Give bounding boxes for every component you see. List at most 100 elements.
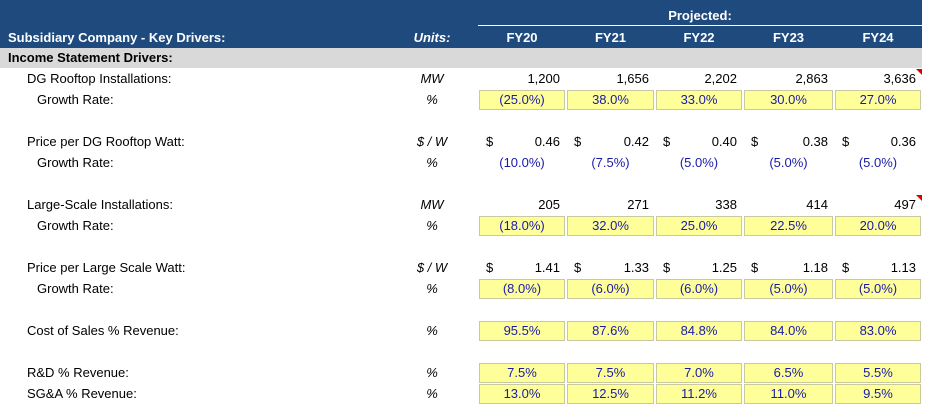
comment-marker	[916, 69, 922, 75]
column-header: FY22	[683, 30, 715, 45]
cell-value: 497	[894, 197, 916, 212]
column-header: FY20	[506, 30, 538, 45]
cell-value: (6.0%)	[679, 281, 719, 296]
cell-value: (18.0%)	[499, 218, 545, 233]
input-cell	[744, 279, 833, 299]
input-cell	[656, 216, 742, 236]
currency-symbol: $	[751, 134, 759, 149]
input-cell	[567, 384, 654, 404]
input-cell	[479, 384, 565, 404]
input-cell	[744, 216, 833, 236]
cell-value: 7.5%	[595, 365, 626, 380]
section-label: Income Statement Drivers:	[8, 50, 173, 65]
input-cell	[744, 90, 833, 110]
row-units: $ / W	[416, 134, 448, 149]
cell-value: 38.0%	[592, 92, 629, 107]
cell-value: 84.8%	[680, 323, 718, 338]
cell-value: 83.0%	[859, 323, 897, 338]
cell-value: (5.0%)	[858, 281, 898, 296]
cell-value: (7.5%)	[591, 155, 630, 170]
column-header: FY21	[594, 30, 627, 45]
cell-value: 33.0%	[680, 92, 718, 107]
cell-value: 87.6%	[592, 323, 629, 338]
row-label: Price per DG Rooftop Watt:	[27, 134, 185, 149]
input-cell	[744, 363, 833, 383]
cell-value: 13.0%	[503, 386, 541, 401]
input-cell	[835, 321, 921, 341]
cell-value: 32.0%	[592, 218, 629, 233]
projected-label: Projected:	[668, 8, 732, 23]
cell-value: 0.46	[534, 134, 560, 149]
row-units: %	[426, 323, 438, 338]
row-units: %	[426, 281, 438, 296]
cell-value: 5.5%	[863, 365, 893, 380]
input-cell	[656, 321, 742, 341]
projected-underline	[478, 3, 922, 26]
cell-value: 1,200	[527, 71, 560, 86]
comment-marker	[916, 195, 922, 201]
row-label: Growth Rate:	[37, 218, 114, 233]
input-cell	[835, 384, 921, 404]
input-cell	[479, 90, 565, 110]
cell-value: 22.5%	[770, 218, 807, 233]
cell-value: 205	[538, 197, 560, 212]
cell-value: 1.41	[534, 260, 560, 275]
row-label: Large-Scale Installations:	[27, 197, 173, 212]
cell-value: 1.33	[623, 260, 649, 275]
input-cell	[835, 216, 921, 236]
cell-value: 1.18	[802, 260, 828, 275]
cell-value: 338	[715, 197, 737, 212]
cell-value: (25.0%)	[499, 92, 545, 107]
currency-symbol: $	[486, 260, 494, 275]
sheet-title: Subsidiary Company - Key Drivers:	[8, 30, 226, 45]
row-label: R&D % Revenue:	[27, 365, 129, 380]
cell-value: (6.0%)	[591, 281, 630, 296]
cell-value: 95.5%	[503, 323, 541, 338]
input-cell	[567, 90, 654, 110]
cell-value: 7.0%	[684, 365, 714, 380]
cell-value: 11.2%	[681, 386, 717, 401]
input-cell	[744, 384, 833, 404]
row-units: %	[426, 218, 438, 233]
column-header: FY23	[772, 30, 805, 45]
cell-value: 1.25	[711, 260, 737, 275]
cell-value: 27.0%	[859, 92, 897, 107]
row-units: $ / W	[416, 260, 448, 275]
cell-value: 271	[627, 197, 649, 212]
currency-symbol: $	[663, 260, 671, 275]
cell-value: 0.42	[623, 134, 649, 149]
cell-value: 12.5%	[592, 386, 629, 401]
currency-symbol: $	[842, 134, 850, 149]
row-units: %	[426, 92, 438, 107]
cell-value: 0.36	[890, 134, 916, 149]
row-label: DG Rooftop Installations:	[27, 71, 172, 86]
row-units: MW	[420, 71, 444, 86]
cell-value: 20.0%	[859, 218, 897, 233]
cell-value: 25.0%	[680, 218, 718, 233]
row-label: Cost of Sales % Revenue:	[27, 323, 179, 338]
currency-symbol: $	[751, 260, 759, 275]
input-cell	[479, 279, 565, 299]
row-label: Growth Rate:	[37, 281, 114, 296]
currency-symbol: $	[663, 134, 671, 149]
cell-value: 6.5%	[773, 365, 804, 380]
row-label: Price per Large Scale Watt:	[27, 260, 186, 275]
currency-symbol: $	[574, 134, 582, 149]
input-cell	[656, 384, 742, 404]
input-cell	[656, 279, 742, 299]
cell-value: 9.5%	[863, 386, 893, 401]
cell-value: 2,863	[795, 71, 828, 86]
row-label: Growth Rate:	[37, 92, 114, 107]
cell-value: 2,202	[704, 71, 737, 86]
input-cell	[479, 216, 565, 236]
input-cell	[835, 363, 921, 383]
input-cell	[479, 363, 565, 383]
column-header: FY24	[862, 30, 894, 45]
cell-value: 0.38	[802, 134, 828, 149]
cell-value: 7.5%	[507, 365, 537, 380]
cell-value: 0.40	[711, 134, 737, 149]
input-cell	[656, 90, 742, 110]
units-header: Units:	[413, 30, 451, 45]
cell-value: 414	[806, 197, 828, 212]
